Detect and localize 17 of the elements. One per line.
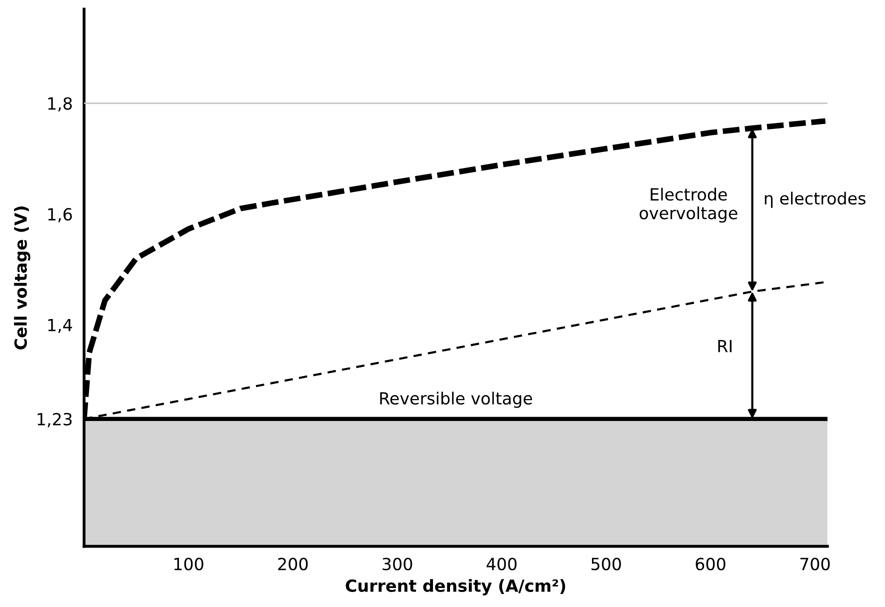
x-tick-label: 500 <box>592 558 621 570</box>
ref-line-label: Reversible voltage <box>380 392 532 408</box>
x-tick-label: 100 <box>174 558 204 570</box>
annotation: η electrodes <box>764 192 866 208</box>
y-axis-title: Cell voltage (V) <box>14 206 30 350</box>
x-tick-label: 400 <box>486 558 517 570</box>
x-tick-label: 600 <box>696 558 726 570</box>
x-axis-title: Current density (A/cm²) <box>346 579 566 596</box>
y-tick-label: 1,23 <box>38 412 72 428</box>
annotation: RI <box>718 340 732 352</box>
y-tick-label: 1,8 <box>48 97 72 112</box>
y-tick-label: 1,6 <box>48 208 72 222</box>
x-tick-label: 700 <box>800 558 830 570</box>
annotation: Electrode overvoltage <box>640 188 738 223</box>
x-tick-label: 200 <box>278 558 308 570</box>
x-tick-label: 300 <box>382 558 412 570</box>
y-tick-label: 1,4 <box>48 318 72 334</box>
